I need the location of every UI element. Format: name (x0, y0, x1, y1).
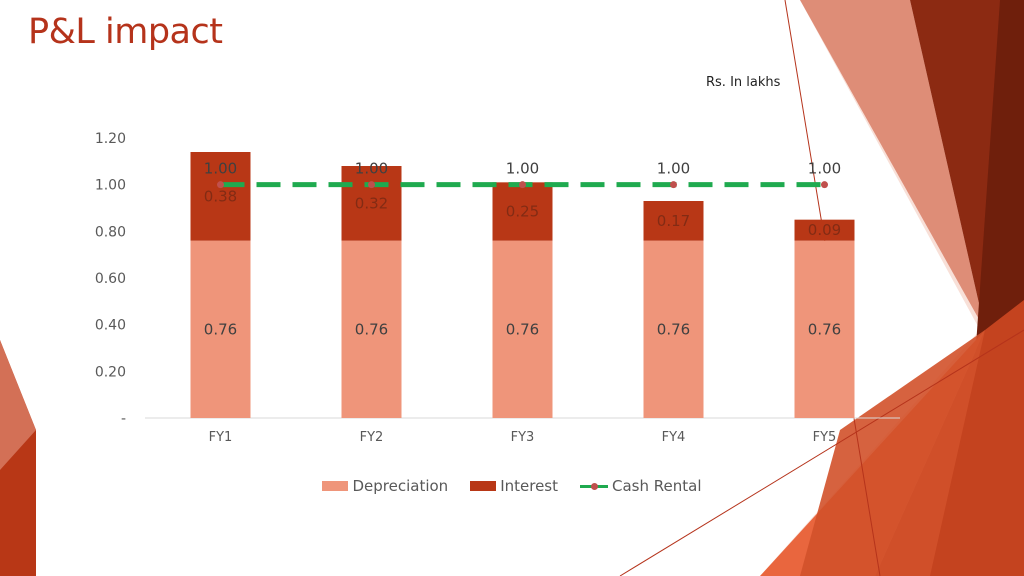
bar-depreciation (341, 240, 402, 418)
bar-depreciation (190, 240, 251, 418)
y-tick-label: 0.40 (95, 318, 126, 334)
marker-cash-rental (519, 181, 526, 189)
data-label-cash-rental: 1.00 (355, 160, 388, 178)
data-label-interest: 0.32 (355, 194, 388, 212)
slide-title: P&L impact (28, 12, 223, 52)
x-tick-label: FY3 (511, 430, 535, 445)
data-label-interest: 0.09 (808, 221, 841, 239)
bar-interest (341, 166, 402, 241)
data-label-depreciation: 0.76 (355, 320, 388, 338)
legend-label-depreciation: Depreciation (352, 477, 449, 495)
data-label-cash-rental: 1.00 (204, 160, 237, 178)
x-tick-label: FY2 (360, 430, 384, 445)
chart-legend: Depreciation Interest Cash Rental (0, 477, 1024, 495)
y-tick-label: 1.00 (95, 178, 126, 194)
y-tick-label: 0.80 (95, 224, 126, 240)
bar-depreciation (492, 240, 553, 418)
y-tick-label: 0.20 (95, 364, 126, 380)
legend-swatch-interest (470, 481, 497, 491)
marker-cash-rental (821, 181, 828, 189)
data-label-depreciation: 0.76 (657, 320, 690, 338)
legend-item-cash-rental: Cash Rental (580, 477, 702, 495)
y-tick-label: 0.60 (95, 271, 126, 287)
marker-cash-rental (368, 181, 375, 189)
data-label-depreciation: 0.76 (808, 320, 841, 338)
data-label-cash-rental: 1.00 (506, 160, 539, 178)
x-tick-label: FY5 (813, 430, 837, 445)
x-tick-label: FY4 (662, 430, 686, 445)
data-label-interest: 0.38 (204, 187, 237, 205)
y-tick-label: - (121, 411, 126, 427)
data-label-interest: 0.25 (506, 203, 539, 221)
data-label-cash-rental: 1.00 (657, 160, 690, 178)
x-tick-label: FY1 (209, 430, 233, 445)
legend-item-depreciation: Depreciation (322, 477, 448, 495)
unit-note: Rs. In lakhs (706, 75, 781, 90)
legend-label-cash-rental: Cash Rental (612, 477, 702, 495)
y-tick-label: 1.20 (95, 131, 126, 147)
bar-interest (492, 182, 553, 241)
data-label-depreciation: 0.76 (204, 320, 237, 338)
data-label-interest: 0.17 (657, 212, 690, 230)
bar-depreciation (643, 240, 704, 418)
bar-interest (643, 201, 704, 241)
bar-interest (794, 219, 855, 241)
legend-swatch-depreciation (322, 481, 349, 491)
marker-cash-rental (670, 181, 677, 189)
legend-label-interest: Interest (500, 477, 559, 495)
data-label-cash-rental: 1.00 (808, 160, 841, 178)
bar-interest (190, 152, 251, 241)
bar-depreciation (794, 240, 855, 418)
data-label-depreciation: 0.76 (506, 320, 539, 338)
marker-cash-rental (217, 181, 224, 189)
legend-item-interest: Interest (470, 477, 558, 495)
legend-swatch-cash-rental (580, 481, 609, 491)
